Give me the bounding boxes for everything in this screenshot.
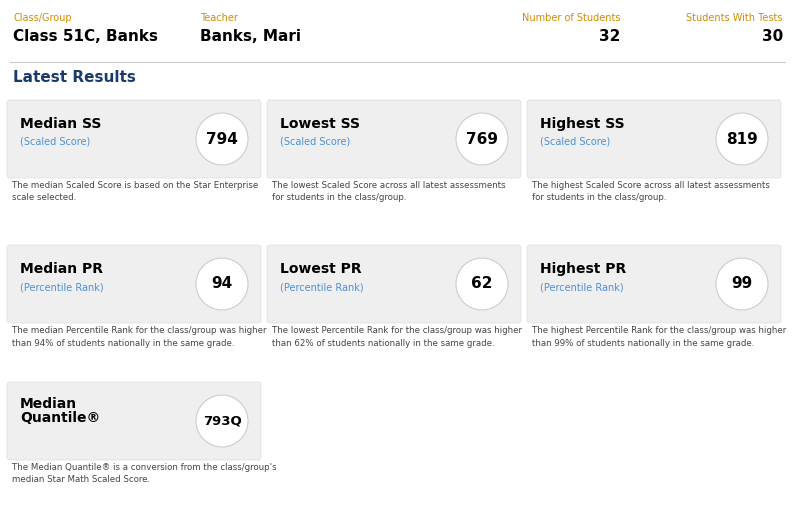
Text: 32: 32 [599, 29, 620, 44]
FancyBboxPatch shape [7, 245, 261, 323]
Text: 99: 99 [731, 277, 753, 292]
Text: Quantile®: Quantile® [20, 411, 100, 425]
Text: (Scaled Score): (Scaled Score) [280, 137, 351, 147]
Text: Median PR: Median PR [20, 262, 103, 276]
FancyBboxPatch shape [527, 245, 781, 323]
Text: 94: 94 [211, 277, 233, 292]
Text: (Scaled Score): (Scaled Score) [20, 137, 91, 147]
Circle shape [196, 258, 248, 310]
Circle shape [196, 113, 248, 165]
Text: The Median Quantile® is a conversion from the class/group's
median Star Math Sca: The Median Quantile® is a conversion fro… [12, 463, 277, 484]
Text: Median: Median [20, 397, 77, 411]
Text: (Scaled Score): (Scaled Score) [540, 137, 611, 147]
FancyBboxPatch shape [267, 100, 521, 178]
Text: 819: 819 [726, 131, 758, 146]
Text: Banks, Mari: Banks, Mari [200, 29, 301, 44]
Text: The median Scaled Score is based on the Star Enterprise
scale selected.: The median Scaled Score is based on the … [12, 181, 258, 203]
Text: The median Percentile Rank for the class/group was higher
than 94% of students n: The median Percentile Rank for the class… [12, 326, 266, 347]
Text: Highest SS: Highest SS [540, 117, 625, 131]
Text: Lowest PR: Lowest PR [280, 262, 362, 276]
Text: Number of Students: Number of Students [522, 13, 620, 23]
Text: (Percentile Rank): (Percentile Rank) [280, 282, 363, 292]
Text: 769: 769 [466, 131, 498, 146]
Text: The lowest Scaled Score across all latest assessments
for students in the class/: The lowest Scaled Score across all lates… [272, 181, 506, 203]
FancyBboxPatch shape [267, 245, 521, 323]
Circle shape [196, 395, 248, 447]
Circle shape [716, 258, 768, 310]
Text: The highest Percentile Rank for the class/group was higher
than 99% of students : The highest Percentile Rank for the clas… [532, 326, 786, 347]
Text: Latest Results: Latest Results [13, 70, 136, 85]
Text: Class 51C, Banks: Class 51C, Banks [13, 29, 158, 44]
Text: Median SS: Median SS [20, 117, 102, 131]
Circle shape [456, 113, 508, 165]
Text: (Percentile Rank): (Percentile Rank) [540, 282, 623, 292]
Text: 793Q: 793Q [203, 415, 242, 428]
FancyBboxPatch shape [7, 100, 261, 178]
FancyBboxPatch shape [527, 100, 781, 178]
Text: Highest PR: Highest PR [540, 262, 626, 276]
Text: (Percentile Rank): (Percentile Rank) [20, 282, 103, 292]
Text: Lowest SS: Lowest SS [280, 117, 360, 131]
FancyBboxPatch shape [7, 382, 261, 460]
Text: Class/Group: Class/Group [13, 13, 72, 23]
Text: Teacher: Teacher [200, 13, 238, 23]
Text: 62: 62 [471, 277, 493, 292]
Circle shape [456, 258, 508, 310]
Text: Students With Tests: Students With Tests [687, 13, 783, 23]
Text: The highest Scaled Score across all latest assessments
for students in the class: The highest Scaled Score across all late… [532, 181, 770, 203]
Text: The lowest Percentile Rank for the class/group was higher
than 62% of students n: The lowest Percentile Rank for the class… [272, 326, 522, 347]
Text: 30: 30 [762, 29, 783, 44]
Text: 794: 794 [206, 131, 238, 146]
Circle shape [716, 113, 768, 165]
